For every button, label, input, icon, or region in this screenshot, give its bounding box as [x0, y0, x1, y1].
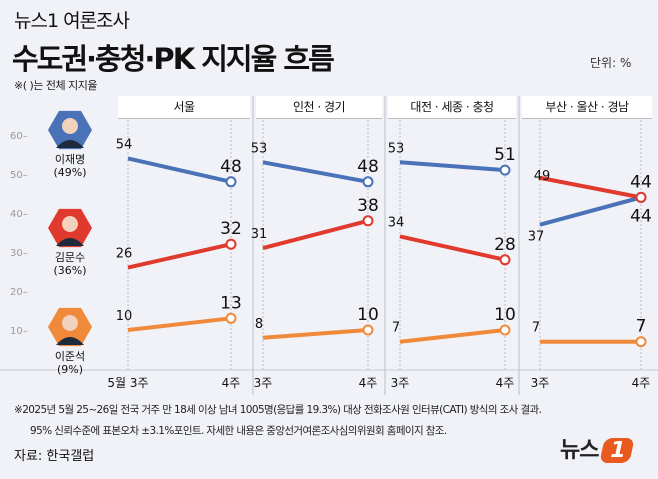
face-icon [62, 216, 78, 232]
data-label: 13 [220, 293, 242, 313]
data-point [499, 164, 511, 176]
data-label: 10 [116, 309, 133, 324]
series-line [127, 156, 232, 184]
panel-header-seoul: 서울 [118, 96, 250, 119]
y-tick-label: 40– [10, 209, 28, 220]
data-label: 44 [630, 206, 652, 226]
data-label: 10 [494, 305, 516, 325]
suit-icon [56, 238, 84, 246]
x-tick-label: 5월 3주 [107, 376, 148, 390]
data-point [362, 176, 374, 188]
page-title: 수도권·충청·PK 지지율 흐름 [12, 42, 335, 76]
suit-icon [56, 337, 84, 345]
y-tick-label: 10– [10, 326, 28, 337]
series-line [262, 160, 369, 184]
data-label: 48 [357, 157, 379, 177]
series-line [539, 195, 642, 227]
data-label: 48 [220, 157, 242, 177]
series-line [539, 175, 642, 200]
note: ※( )는 전체 지지율 [14, 79, 98, 92]
data-label: 28 [494, 235, 516, 255]
panel-3: 3주 4주 53 51 34 28 7 10 [388, 120, 516, 390]
x-tick-label: 4주 [632, 376, 651, 390]
kicker: 뉴스1 여론조사 [14, 10, 130, 32]
y-tick-label: 50– [10, 170, 28, 181]
data-label: 7 [392, 321, 400, 336]
panel-header-chungcheong: 대전 · 세종 · 충청 [388, 96, 516, 119]
panel-header-incheon-gyeonggi: 인천 · 경기 [256, 96, 382, 119]
candidate-overall: (36%) [53, 264, 86, 277]
data-label: 38 [357, 196, 379, 216]
y-tick-label: 20– [10, 287, 28, 298]
series-line [262, 218, 369, 251]
data-label: 37 [528, 230, 545, 245]
candidate-name: 이준석 [55, 350, 85, 363]
chart: 10– 20– 30– 40– 50– 60– 이재명(49%) 김문수(36%) 이준석(9%… [0, 96, 658, 395]
x-tick-label: 3주 [531, 376, 550, 390]
candidate-overall: (49%) [53, 166, 86, 179]
candidate-3: 이준석(9%) [48, 307, 92, 376]
y-tick-label: 30– [10, 248, 28, 259]
data-label: 7 [636, 317, 647, 337]
y-tick-label: 60– [10, 131, 28, 142]
candidate-1: 이재명(49%) [48, 110, 92, 179]
data-label: 32 [220, 219, 242, 239]
data-label: 7 [532, 321, 540, 336]
suit-icon [56, 140, 84, 148]
data-point [362, 324, 374, 336]
data-point [225, 238, 237, 250]
x-tick-label: 3주 [254, 376, 273, 390]
candidate-2: 김문수(36%) [48, 208, 92, 277]
candidate-name: 김문수 [55, 251, 85, 264]
data-point [225, 312, 237, 324]
footnote-1: ※2025년 5월 25~26일 전국 거주 만 18세 이상 남녀 1005명… [14, 404, 542, 416]
candidate-overall: (9%) [57, 363, 83, 376]
data-label: 8 [255, 317, 263, 332]
data-label: 26 [116, 247, 133, 262]
data-point [635, 336, 647, 348]
series-line [399, 234, 506, 262]
series-line [399, 160, 506, 173]
panel-4: 3주 4주 37 44 49 44 7 7 [528, 120, 652, 390]
data-point [225, 176, 237, 188]
data-label: 31 [251, 227, 268, 242]
data-label: 53 [251, 141, 268, 156]
data-point [635, 191, 647, 203]
data-point [499, 254, 511, 266]
data-label: 51 [494, 145, 516, 165]
unit-label: 단위: % [590, 56, 632, 70]
data-label: 34 [388, 215, 405, 230]
data-point [499, 324, 511, 336]
candidate-name: 이재명 [55, 153, 85, 166]
x-tick-label: 4주 [359, 376, 378, 390]
data-label: 44 [630, 172, 652, 192]
footnote-2: 95% 신뢰수준에 표본오차 ±3.1%포인트. 자세한 내용은 중앙선거여론조… [30, 425, 447, 437]
x-tick-label: 3주 [391, 376, 410, 390]
face-icon [62, 315, 78, 331]
data-label: 49 [534, 169, 551, 184]
x-tick-label: 4주 [496, 376, 515, 390]
panel-1: 5월 3주 4주 54 48 26 32 10 13 [107, 120, 242, 390]
series-line [127, 242, 232, 270]
data-label: 54 [116, 137, 133, 152]
panel-header-pk: 부산 · 울산 · 경남 [522, 96, 652, 119]
series-line [127, 316, 232, 332]
face-icon [62, 118, 78, 134]
series-line [399, 328, 506, 344]
data-label: 53 [388, 141, 405, 156]
panel-2: 3주 4주 53 48 31 38 8 10 [251, 120, 379, 390]
series-line [262, 328, 369, 340]
source: 자료: 한국갤럽 [14, 449, 95, 464]
news1-logo: 뉴스 1 [560, 432, 635, 464]
x-tick-label: 4주 [222, 376, 241, 390]
data-label: 10 [357, 305, 379, 325]
data-point [362, 215, 374, 227]
